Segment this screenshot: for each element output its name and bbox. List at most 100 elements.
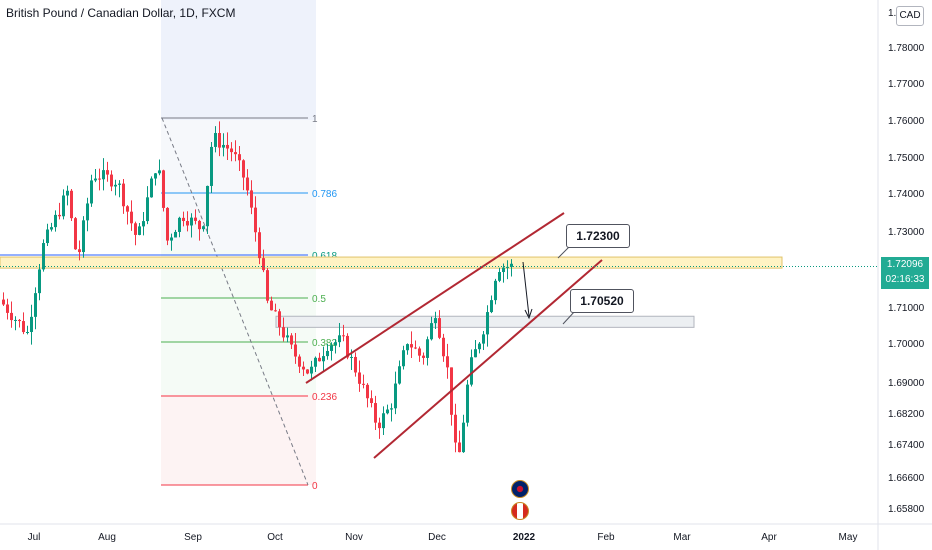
candle-body	[362, 383, 365, 385]
price-zone	[0, 256, 783, 269]
candle-body	[198, 220, 201, 230]
candle-body	[394, 383, 397, 409]
candle-body	[254, 207, 257, 233]
candle-body	[314, 357, 317, 367]
candle-body	[470, 357, 473, 385]
canada-flag-icon[interactable]	[511, 502, 529, 520]
currency-button[interactable]: CAD	[896, 6, 924, 26]
candle-body	[66, 190, 69, 196]
price-tick-label: 1.69000	[888, 378, 925, 389]
candle-body	[114, 184, 117, 187]
candle-body	[434, 318, 437, 324]
time-tick-label: 2022	[513, 532, 536, 543]
candle-body	[374, 403, 377, 423]
candle-body	[466, 384, 469, 423]
callout-upper[interactable]: 1.72300	[566, 224, 630, 248]
candle-body	[342, 335, 345, 337]
candle-body	[94, 178, 97, 181]
candle-body	[118, 183, 121, 185]
fib-shade-low	[161, 395, 316, 485]
candle-body	[438, 318, 441, 338]
projection-arrow-head	[524, 308, 533, 320]
current-price-tag: 1.72096 02:16:33	[881, 257, 929, 289]
candle-body	[226, 144, 229, 149]
fib-label: 0.236	[312, 392, 337, 403]
price-tick-label: 1.73000	[888, 227, 925, 238]
candle-body	[454, 414, 457, 443]
candle-body	[426, 339, 429, 358]
channel-upper-line	[305, 212, 565, 384]
candle-body	[78, 249, 81, 253]
price-tick-label: 1.75000	[888, 153, 925, 164]
uk-flag-icon[interactable]	[511, 480, 529, 498]
candle-body	[330, 345, 333, 351]
candle-body	[382, 413, 385, 429]
callout-lower[interactable]: 1.70520	[570, 289, 634, 313]
candle-body	[258, 232, 261, 259]
candle-body	[306, 369, 309, 374]
time-tick-label: Feb	[597, 532, 615, 543]
candle-body	[126, 206, 129, 212]
candle-body	[322, 356, 325, 362]
zones	[0, 254, 783, 328]
candle-body	[406, 344, 409, 351]
candle-body	[38, 269, 41, 294]
time-tick-label: Sep	[184, 532, 202, 543]
candle-body	[246, 177, 249, 191]
channel-lower-line	[373, 259, 603, 459]
price-zone	[275, 315, 695, 328]
candle-body	[26, 332, 29, 334]
candle-body	[46, 229, 49, 244]
candle-body	[502, 267, 505, 273]
candle-body	[486, 312, 489, 335]
fib-label: 0	[312, 481, 318, 492]
candle-body	[162, 170, 165, 208]
candle-body	[386, 409, 389, 414]
candle-body	[430, 323, 433, 340]
candle-body	[282, 327, 285, 338]
time-tick-label: Aug	[98, 532, 116, 543]
fib-label: 1	[312, 114, 318, 125]
candle-body	[510, 263, 513, 267]
candle-body	[178, 217, 181, 232]
drawings	[0, 212, 878, 459]
candle-body	[150, 178, 153, 198]
candle-body	[70, 190, 73, 219]
callout-lower-pointer	[562, 310, 576, 325]
candle-body	[34, 293, 37, 317]
candle-body	[354, 356, 357, 373]
candle-body	[214, 133, 217, 147]
candle-body	[458, 442, 461, 453]
candle-body	[414, 347, 417, 349]
candle-body	[250, 190, 253, 208]
candle-body	[442, 337, 445, 357]
candle-body	[174, 231, 177, 238]
price-tick-label: 1.67400	[888, 440, 925, 451]
price-tick-label: 1.70000	[888, 339, 925, 350]
time-tick-label: Mar	[673, 532, 691, 543]
candle-body	[346, 335, 349, 358]
candle-body	[218, 133, 221, 148]
candle-body	[138, 226, 141, 235]
price-tick-label: 1.71000	[888, 303, 925, 314]
candle-body	[358, 372, 361, 384]
time-tick-label: Dec	[428, 532, 446, 543]
candle-body	[166, 207, 169, 241]
candle-body	[98, 178, 101, 180]
candle-body	[30, 316, 33, 333]
candle-body	[194, 217, 197, 221]
candle-body	[366, 384, 369, 399]
candle-body	[398, 366, 401, 384]
candle-body	[42, 243, 45, 270]
candle-body	[482, 334, 485, 344]
candle-body	[14, 319, 17, 321]
candle-body	[90, 180, 93, 204]
candle-body	[338, 335, 341, 343]
projection-arrow	[522, 261, 530, 317]
candle-body	[210, 146, 213, 186]
fib-label: 0.5	[312, 294, 326, 305]
candle-body	[350, 356, 353, 358]
candle-body	[422, 355, 425, 358]
candle-body	[82, 220, 85, 253]
